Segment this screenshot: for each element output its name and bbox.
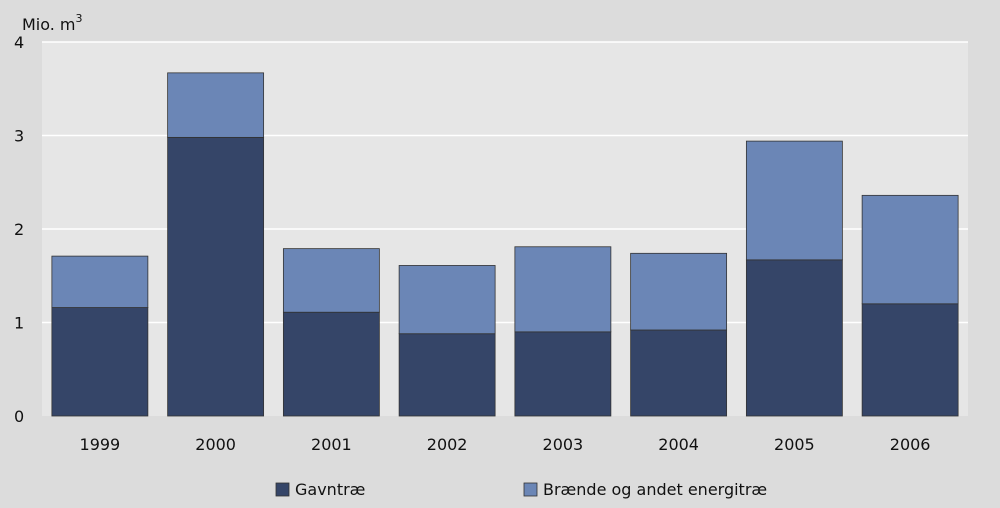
legend-swatch <box>523 482 538 497</box>
x-tick-label: 2006 <box>890 435 931 454</box>
y-tick-label: 3 <box>14 127 24 146</box>
bar-segment-gavntrae-2004 <box>630 329 728 417</box>
x-tick-label: 1999 <box>80 435 121 454</box>
bar-segment-gavntrae-2003 <box>514 331 612 417</box>
x-tick-label: 2001 <box>311 435 352 454</box>
y-tick-label: 4 <box>14 33 24 52</box>
legend-label: Brænde og andet energitræ <box>543 480 767 499</box>
legend-label: Gavntræ <box>295 480 365 499</box>
x-tick-label: 2005 <box>774 435 815 454</box>
bar-segment-braende-2000 <box>167 72 265 138</box>
x-tick-label: 2003 <box>543 435 584 454</box>
bar-segment-gavntrae-2002 <box>398 333 496 417</box>
bar-segment-braende-2005 <box>745 140 843 261</box>
y-tick-labels: 0 1 2 3 4 <box>14 33 24 426</box>
legend: Gavntræ Brænde og andet energitræ <box>275 480 767 499</box>
bar-segment-braende-2006 <box>861 194 959 305</box>
bar-segment-gavntrae-1999 <box>51 307 149 417</box>
x-tick-labels: 1999 2000 2001 2002 2003 2004 2005 2006 <box>80 435 931 454</box>
y-tick-label: 1 <box>14 314 24 333</box>
x-tick-label: 2002 <box>427 435 468 454</box>
bar-segment-gavntrae-2006 <box>861 303 959 417</box>
bar-segment-braende-2002 <box>398 265 496 335</box>
legend-swatch <box>275 482 290 497</box>
bar-segment-braende-1999 <box>51 255 149 308</box>
bar-segment-braende-2003 <box>514 246 612 333</box>
x-tick-label: 2000 <box>195 435 236 454</box>
bar-segment-braende-2004 <box>630 252 728 331</box>
y-axis-label-superscript: 3 <box>76 12 83 25</box>
y-axis-label: Mio. m3 <box>22 12 83 34</box>
bar-segment-gavntrae-2005 <box>745 259 843 417</box>
bar-segment-gavntrae-2001 <box>282 311 380 417</box>
y-tick-label: 0 <box>14 407 24 426</box>
bar-segment-braende-2001 <box>282 248 380 313</box>
bars <box>51 72 959 417</box>
x-tick-label: 2004 <box>658 435 699 454</box>
y-tick-label: 2 <box>14 220 24 239</box>
bar-segment-gavntrae-2000 <box>167 136 265 417</box>
